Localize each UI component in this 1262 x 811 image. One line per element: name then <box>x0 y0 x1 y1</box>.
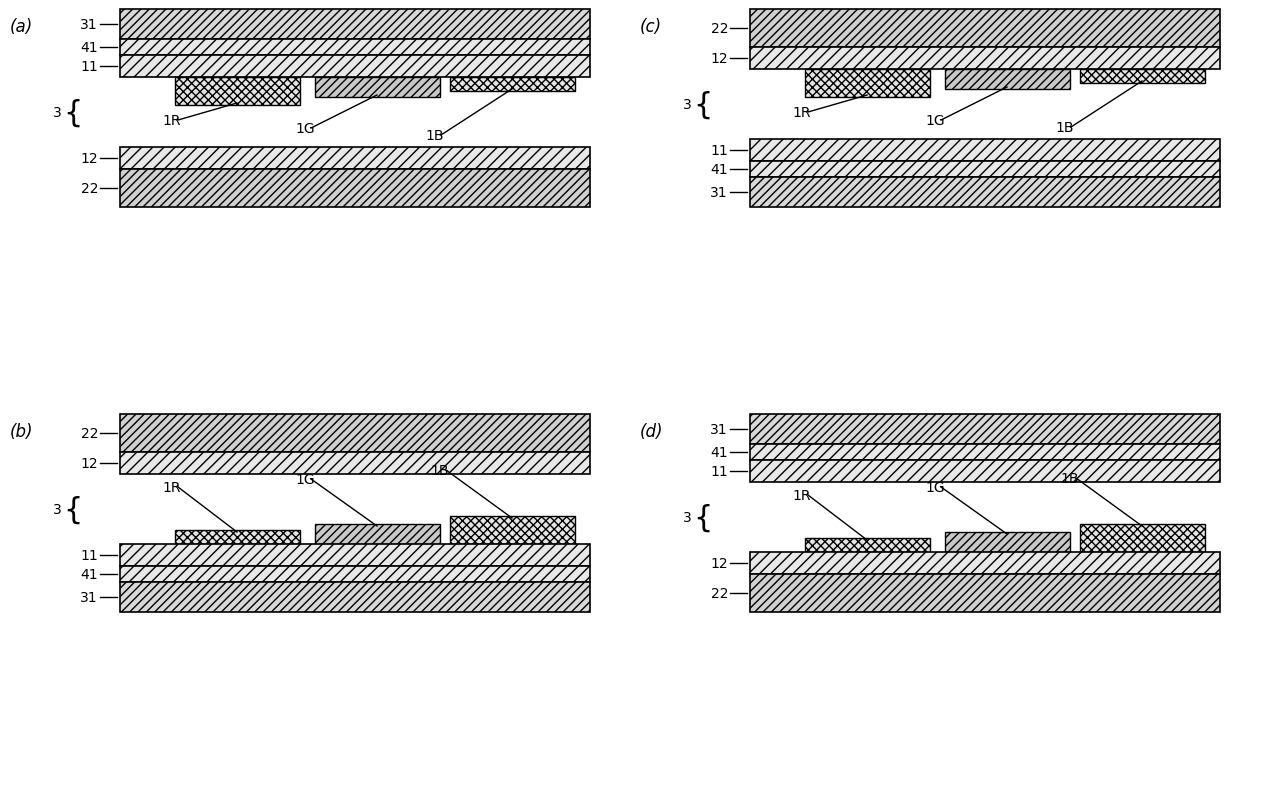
Text: 41: 41 <box>711 163 728 177</box>
Bar <box>945 70 1070 90</box>
Bar <box>175 78 300 106</box>
Bar <box>945 532 1070 552</box>
Bar <box>750 162 1220 178</box>
Bar <box>120 544 591 566</box>
Bar <box>750 461 1220 483</box>
Bar <box>120 566 591 582</box>
Text: 3: 3 <box>683 510 692 525</box>
Text: 1G: 1G <box>295 122 314 135</box>
Text: (c): (c) <box>640 18 663 36</box>
Text: (d): (d) <box>640 423 664 440</box>
Text: 1R: 1R <box>162 480 180 495</box>
Text: 3: 3 <box>53 502 62 517</box>
Text: 12: 12 <box>711 52 728 66</box>
Text: (a): (a) <box>10 18 33 36</box>
Text: 1R: 1R <box>162 114 180 128</box>
Text: 31: 31 <box>711 423 728 436</box>
Bar <box>750 10 1220 48</box>
Bar <box>750 574 1220 612</box>
Bar <box>120 10 591 40</box>
Bar <box>120 56 591 78</box>
Text: 22: 22 <box>81 182 98 195</box>
Text: 12: 12 <box>81 457 98 470</box>
Text: 12: 12 <box>711 556 728 570</box>
Bar <box>805 539 930 552</box>
Text: {: { <box>693 503 713 532</box>
Text: 31: 31 <box>711 186 728 200</box>
Text: 1G: 1G <box>925 114 945 128</box>
Bar <box>120 453 591 474</box>
Bar <box>175 530 300 544</box>
Bar <box>750 414 1220 444</box>
Text: 11: 11 <box>711 465 728 478</box>
Text: {: { <box>63 495 83 524</box>
Text: 3: 3 <box>683 98 692 112</box>
Text: 22: 22 <box>711 22 728 36</box>
Text: 1G: 1G <box>925 480 945 495</box>
Bar <box>1080 525 1205 552</box>
Text: 1G: 1G <box>295 473 314 487</box>
Text: 1B: 1B <box>1060 471 1079 486</box>
Text: 1R: 1R <box>793 106 810 120</box>
Bar <box>451 517 575 544</box>
Bar <box>1080 70 1205 84</box>
Text: 1B: 1B <box>1055 121 1074 135</box>
Bar <box>316 525 440 544</box>
Text: 11: 11 <box>81 60 98 74</box>
Text: {: { <box>693 90 713 119</box>
Text: 1B: 1B <box>430 463 448 478</box>
Text: 22: 22 <box>711 586 728 600</box>
Text: 11: 11 <box>81 548 98 562</box>
Text: 31: 31 <box>81 590 98 604</box>
Text: 3: 3 <box>53 106 62 120</box>
Bar <box>120 40 591 56</box>
Text: 22: 22 <box>81 427 98 440</box>
Text: 1R: 1R <box>793 488 810 502</box>
Text: 31: 31 <box>81 18 98 32</box>
Bar <box>120 169 591 208</box>
Bar <box>120 148 591 169</box>
Text: 41: 41 <box>81 568 98 581</box>
Bar <box>750 48 1220 70</box>
Bar <box>750 178 1220 208</box>
Text: 12: 12 <box>81 152 98 165</box>
Text: {: { <box>63 98 83 127</box>
Bar <box>120 414 591 453</box>
Bar <box>750 552 1220 574</box>
Text: 41: 41 <box>711 445 728 460</box>
Text: 11: 11 <box>711 144 728 158</box>
Text: 41: 41 <box>81 41 98 55</box>
Bar <box>805 70 930 98</box>
Bar <box>316 78 440 98</box>
Bar <box>451 78 575 92</box>
Bar <box>120 582 591 612</box>
Text: (b): (b) <box>10 423 34 440</box>
Bar <box>750 444 1220 461</box>
Bar <box>750 139 1220 162</box>
Text: 1B: 1B <box>425 129 443 143</box>
